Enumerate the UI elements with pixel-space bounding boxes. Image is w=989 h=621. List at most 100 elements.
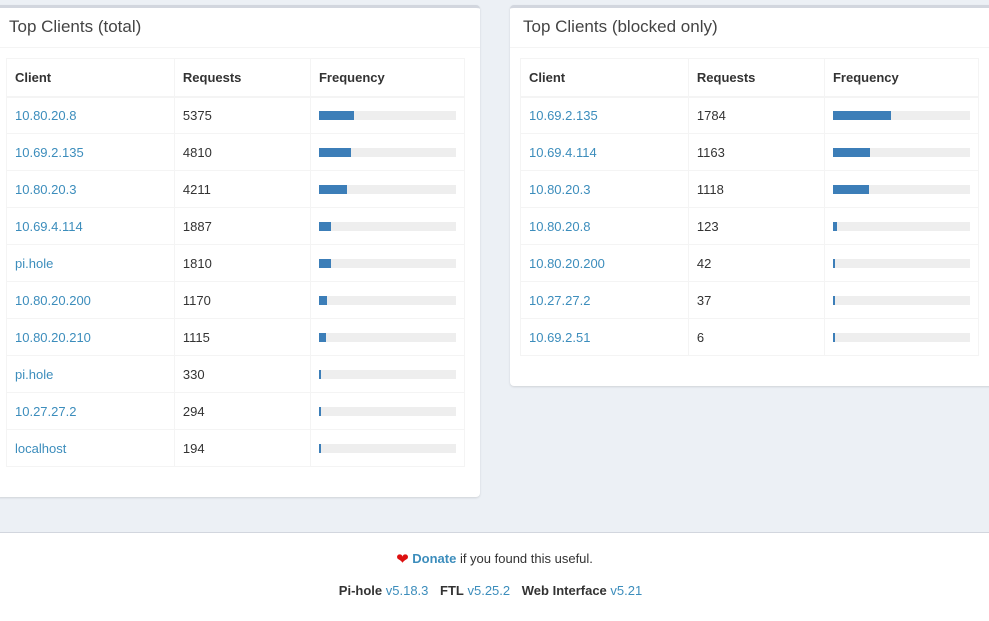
frequency-bar-fill: [832, 221, 837, 231]
requests-cell: 1118: [687, 170, 825, 208]
client-cell: 10.80.20.200: [520, 244, 689, 282]
frequency-cell: [823, 96, 980, 134]
client-cell: 10.69.4.114: [520, 133, 689, 171]
top-edge: [0, 0, 989, 4]
client-link[interactable]: 10.69.4.114: [15, 218, 83, 234]
client-cell: 10.69.2.135: [520, 96, 689, 134]
frequency-cell: [309, 318, 466, 356]
table-row: 10.80.20.200 1170: [6, 281, 466, 319]
frequency-cell: [309, 207, 466, 245]
client-cell: 10.80.20.210: [6, 318, 175, 356]
client-link[interactable]: 10.80.20.200: [529, 255, 605, 271]
requests-cell: 6: [687, 318, 825, 356]
client-cell: 10.27.27.2: [520, 281, 689, 319]
table-row: 10.27.27.2 294: [6, 392, 466, 430]
frequency-cell: [309, 429, 466, 467]
column-header-requests: Requests: [173, 58, 311, 98]
requests-cell: 37: [687, 281, 825, 319]
client-link[interactable]: 10.69.2.135: [529, 107, 598, 123]
client-link[interactable]: 10.80.20.3: [529, 181, 591, 197]
client-cell: localhost: [6, 429, 175, 467]
client-link[interactable]: 10.80.20.210: [15, 329, 91, 345]
frequency-bar-track: [318, 184, 456, 194]
panel-header: Top Clients (total): [0, 8, 480, 48]
client-cell: 10.80.20.3: [6, 170, 175, 208]
frequency-cell: [309, 281, 466, 319]
frequency-cell: [823, 318, 980, 356]
requests-cell: 294: [173, 392, 311, 430]
client-link[interactable]: 10.27.27.2: [529, 292, 591, 308]
frequency-bar-fill: [318, 369, 322, 379]
frequency-bar-track: [832, 221, 970, 231]
frequency-bar-track: [832, 110, 970, 120]
table-header-row: Client Requests Frequency: [6, 58, 466, 98]
donate-link[interactable]: Donate: [412, 551, 457, 566]
client-link[interactable]: 10.69.2.51: [529, 329, 591, 345]
ftl-label: FTL: [440, 583, 464, 598]
panel-title: Top Clients (total): [9, 17, 142, 36]
requests-cell: 1170: [173, 281, 311, 319]
requests-cell: 4810: [173, 133, 311, 171]
frequency-bar-fill: [832, 332, 835, 342]
table-row: 10.69.2.135 1784: [520, 96, 980, 134]
table-row: 10.80.20.200 42: [520, 244, 980, 282]
table-row: pi.hole 1810: [6, 244, 466, 282]
frequency-bar-fill: [832, 258, 835, 268]
client-cell: 10.80.20.8: [520, 207, 689, 245]
frequency-bar-track: [318, 221, 456, 231]
table-row: 10.69.4.114 1887: [6, 207, 466, 245]
client-link[interactable]: pi.hole: [15, 255, 54, 271]
client-link[interactable]: localhost: [15, 440, 67, 456]
client-cell: 10.69.2.51: [520, 318, 689, 356]
frequency-bar-fill: [318, 184, 347, 194]
frequency-bar-fill: [318, 147, 351, 157]
requests-cell: 1887: [173, 207, 311, 245]
requests-cell: 330: [173, 355, 311, 393]
frequency-bar-fill: [318, 443, 321, 453]
top-clients-total-table: Client Requests Frequency 10.80.20.8 5375…: [6, 58, 466, 467]
donate-suffix-text: if you found this useful.: [456, 551, 593, 566]
frequency-cell: [823, 244, 980, 282]
column-header-client: Client: [6, 58, 175, 98]
requests-cell: 4211: [173, 170, 311, 208]
ftl-version-link[interactable]: v5.25.2: [467, 583, 511, 598]
client-cell: pi.hole: [6, 355, 175, 393]
frequency-bar-track: [832, 184, 970, 194]
client-link[interactable]: 10.80.20.3: [15, 181, 77, 197]
web-interface-version-link[interactable]: v5.21: [610, 583, 643, 598]
requests-cell: 1810: [173, 244, 311, 282]
client-link[interactable]: 10.69.4.114: [529, 144, 597, 160]
table-row: 10.69.4.114 1163: [520, 133, 980, 171]
top-clients-blocked-table: Client Requests Frequency 10.69.2.135 178…: [520, 58, 980, 356]
client-link[interactable]: 10.69.2.135: [15, 144, 84, 160]
pihole-label: Pi-hole: [338, 583, 383, 598]
frequency-bar-track: [318, 443, 456, 453]
column-header-frequency: Frequency: [309, 58, 466, 98]
pihole-version-link[interactable]: v5.18.3: [385, 583, 429, 598]
table-row: 10.27.27.2 37: [520, 281, 980, 319]
requests-cell: 42: [687, 244, 825, 282]
client-cell: 10.69.2.135: [6, 133, 175, 171]
frequency-cell: [309, 96, 466, 134]
frequency-bar-fill: [318, 221, 332, 231]
client-link[interactable]: 10.80.20.200: [15, 292, 91, 308]
table-row: localhost 194: [6, 429, 466, 467]
frequency-bar-fill: [318, 258, 331, 268]
frequency-bar-track: [318, 258, 456, 268]
client-link[interactable]: 10.80.20.8: [529, 218, 591, 234]
heart-icon: ❤: [396, 551, 409, 568]
frequency-bar-track: [318, 295, 456, 305]
client-link[interactable]: 10.80.20.8: [15, 107, 77, 123]
page-footer: ❤ Donate if you found this useful. Pi-ho…: [0, 532, 989, 621]
client-link[interactable]: pi.hole: [15, 366, 54, 382]
column-header-requests: Requests: [687, 58, 825, 98]
panel-body: Client Requests Frequency 10.80.20.8 5375…: [0, 48, 480, 477]
table-row: 10.80.20.3 1118: [520, 170, 980, 208]
requests-cell: 1163: [687, 133, 825, 171]
frequency-bar-fill: [832, 147, 871, 157]
frequency-cell: [309, 392, 466, 430]
client-cell: 10.80.20.200: [6, 281, 175, 319]
table-header-row: Client Requests Frequency: [520, 58, 980, 98]
client-link[interactable]: 10.27.27.2: [15, 403, 77, 419]
frequency-bar-fill: [318, 406, 321, 416]
